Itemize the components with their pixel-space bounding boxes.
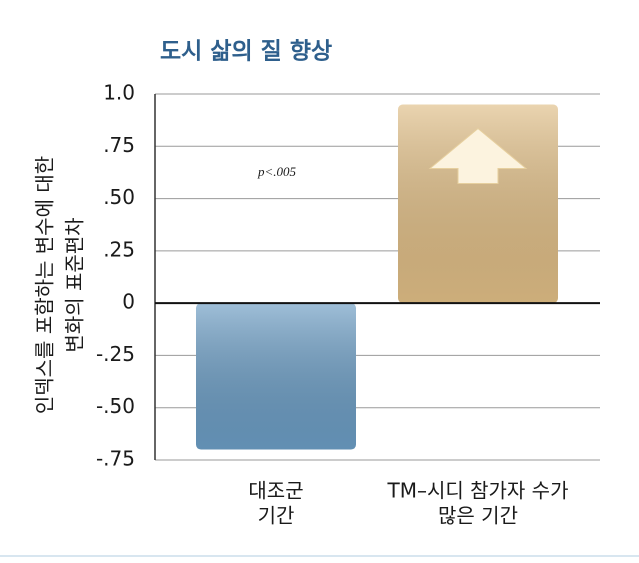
x-tick-label: 기간 — [258, 504, 295, 528]
y-tick-label: -.50 — [96, 394, 135, 418]
bar-shine — [398, 104, 558, 304]
y-tick-label: -.25 — [96, 342, 135, 366]
bar-shine — [196, 303, 356, 450]
y-tick-label: 1.0 — [103, 81, 135, 105]
y-axis-label: 인덱스를 포함하는 변수에 대한 변화의 표준편차 — [33, 156, 87, 414]
y-tick-label: 0 — [122, 290, 135, 314]
arrow-icon — [428, 127, 528, 184]
y-tick-label: -.75 — [96, 447, 135, 471]
y-tick-label: .75 — [103, 133, 135, 157]
y-tick-label: .50 — [103, 185, 135, 209]
y-tick-label: .25 — [103, 237, 135, 261]
chart-title: 도시 삶의 질 향상 — [160, 39, 332, 65]
x-tick-label: 대조군 — [248, 479, 303, 503]
x-tick-label: TM–시디 참가자 수가 — [387, 479, 569, 503]
y-axis-label-line: 변화의 표준편차 — [63, 217, 87, 352]
annotation: p<.005 — [257, 164, 297, 179]
x-tick-label: 많은 기간 — [438, 504, 518, 528]
y-axis-label-line: 인덱스를 포함하는 변수에 대한 — [33, 156, 57, 414]
